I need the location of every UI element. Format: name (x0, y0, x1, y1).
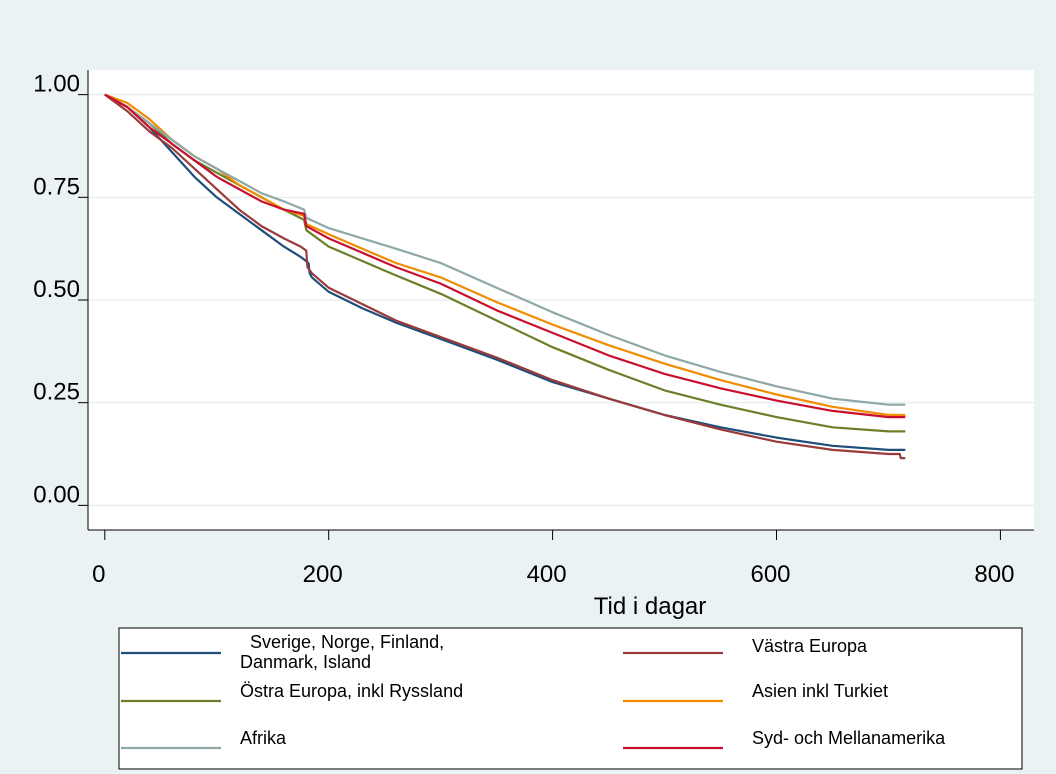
x-tick-label: 200 (303, 561, 343, 588)
series-line-1 (104, 93, 906, 451)
y-tick-label: 1.00 (33, 71, 80, 98)
y-tick-label: 0.75 (33, 173, 80, 200)
gridlines (88, 93, 1034, 507)
legend-label-6: Syd- och Mellanamerika (752, 728, 946, 748)
legend-label-3: Östra Europa, inkl Ryssland (240, 681, 463, 701)
x-axis-label: Tid i dagar (594, 593, 707, 620)
y-tick-label: 0.50 (33, 276, 80, 303)
x-ticks: 0 200 400 600 800 (92, 530, 1014, 588)
x-tick-label: 0 (92, 561, 105, 588)
legend-label-1: Sverige, Norge, Finland, Danmark, Island (240, 632, 444, 672)
series-line-6 (104, 93, 906, 419)
x-tick-label: 400 (527, 561, 567, 588)
series-line-2 (104, 93, 906, 460)
y-tick-label: 0.25 (33, 379, 80, 406)
series-line-5 (104, 93, 906, 406)
legend-label-4: Asien inkl Turkiet (752, 681, 888, 701)
x-tick-label: 600 (750, 561, 790, 588)
legend-label-5: Afrika (240, 728, 287, 748)
x-tick-label: 800 (974, 561, 1014, 588)
series-layer (104, 93, 906, 460)
legend-box (118, 627, 1023, 770)
legend-label-2: Västra Europa (752, 636, 868, 656)
y-tick-label: 0.00 (33, 481, 80, 508)
legend: Sverige, Norge, Finland, Danmark, Island V… (118, 627, 1023, 770)
y-ticks: 0.00 0.25 0.50 0.75 1.00 (33, 71, 88, 508)
